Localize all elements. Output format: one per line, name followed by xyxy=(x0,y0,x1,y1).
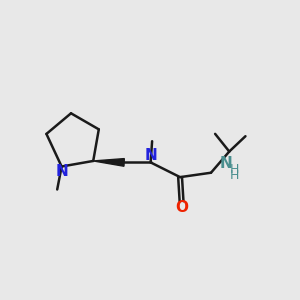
Text: O: O xyxy=(176,200,189,215)
Polygon shape xyxy=(93,159,124,166)
Text: N: N xyxy=(144,148,157,164)
Text: N: N xyxy=(55,164,68,179)
Text: N: N xyxy=(220,156,233,171)
Text: H: H xyxy=(229,169,239,182)
Text: H: H xyxy=(229,163,239,176)
